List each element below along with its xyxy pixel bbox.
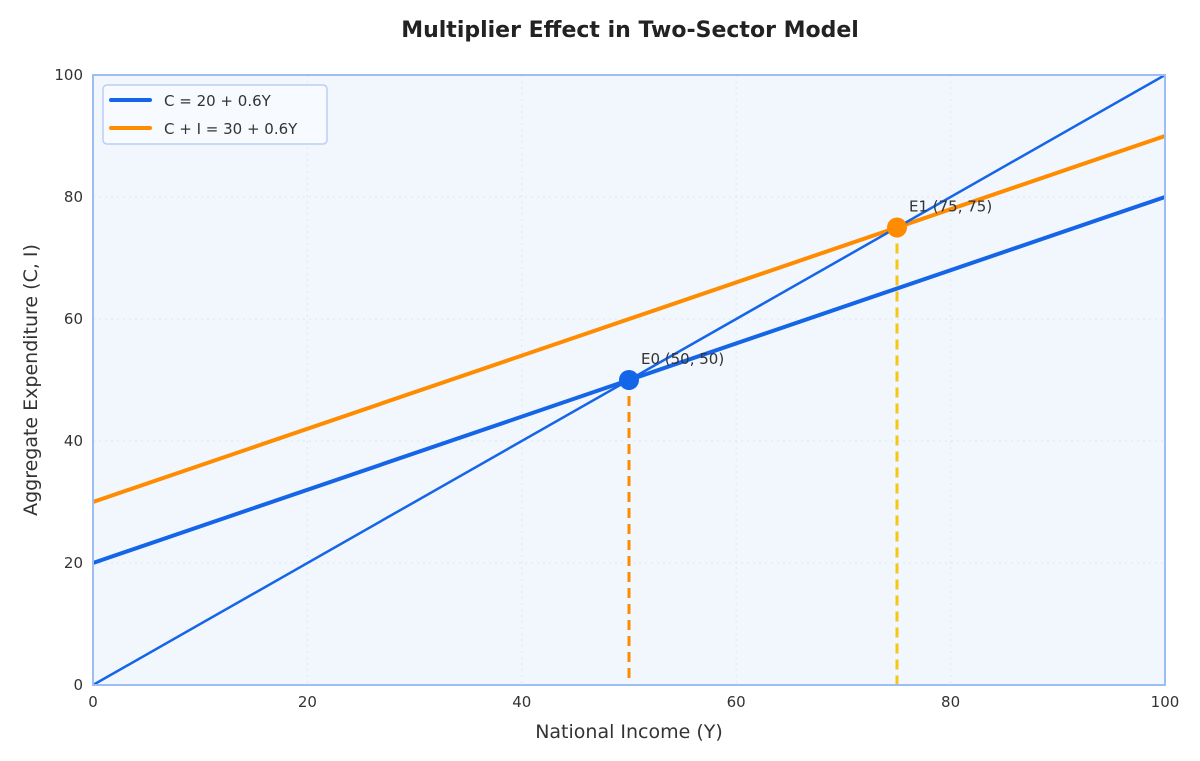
legend-label-c: C = 20 + 0.6Y (164, 92, 272, 110)
x-axis-label: National Income (Y) (535, 721, 723, 743)
x-tick-label: 80 (941, 693, 960, 711)
y-tick-label: 80 (64, 188, 83, 206)
equilibrium-point-1 (887, 217, 907, 238)
point-annotation-0: E0 (50, 50) (641, 350, 724, 368)
legend-label-ci: C + I = 30 + 0.6Y (164, 120, 298, 138)
x-tick-label: 0 (88, 693, 98, 711)
legend-box (102, 84, 328, 145)
y-tick-label: 20 (64, 554, 83, 572)
y-tick-label: 100 (54, 66, 83, 84)
y-tick-label: 0 (73, 676, 83, 694)
point-annotation-1: E1 (75, 75) (909, 198, 992, 216)
x-tick-label: 60 (727, 693, 746, 711)
ticks: 0 20 40 60 80 100 0 20 40 60 80 100 (54, 66, 1179, 711)
equilibrium-point-0 (619, 370, 639, 390)
x-tick-label: 20 (298, 693, 317, 711)
y-tick-label: 60 (64, 310, 83, 328)
chart-title: Multiplier Effect in Two-Sector Model (401, 18, 859, 43)
y-tick-label: 40 (64, 432, 83, 450)
y-axis-label: Aggregate Expenditure (C, I) (20, 244, 42, 516)
x-tick-label: 100 (1151, 693, 1180, 711)
x-tick-label: 40 (512, 693, 531, 711)
legend: C = 20 + 0.6Y C + I = 30 + 0.6Y (102, 84, 328, 145)
series-lines: E0 (50, 50) E1 (75, 75) (92, 73, 1166, 687)
series-line-1 (92, 134, 1166, 504)
plot-frame (92, 74, 1166, 686)
